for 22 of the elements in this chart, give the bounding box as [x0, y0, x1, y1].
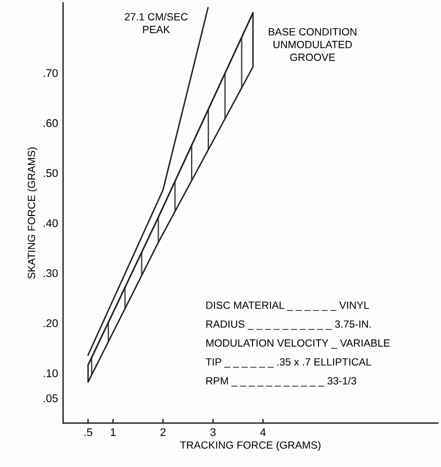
y-tick-label: .05: [44, 394, 58, 402]
annotation: RPM _ _ _ _ _ _ _ _ _ _ _ 33-1/3: [206, 376, 356, 386]
y-tick-label: .70: [44, 69, 58, 77]
x-tick-label: 2: [160, 428, 166, 436]
y-tick-label: .10: [44, 369, 58, 378]
x-tick-label: 1: [110, 428, 116, 436]
y-tick-label: .40: [44, 219, 58, 228]
y-axis-title: SKATING FORCE (GRAMS): [27, 147, 38, 279]
y-tick-label: .20: [44, 319, 58, 328]
series-label: BASE CONDITION UNMODULATED GROOVE: [268, 28, 356, 61]
y-tick-label: .60: [44, 119, 58, 128]
annotation: MODULATION VELOCITY _ VARIABLE: [206, 339, 390, 349]
x-tick-label: 4: [260, 428, 266, 436]
series-label: 27.1 CM/SEC PEAK: [124, 12, 188, 34]
y-tick-label: .30: [44, 269, 58, 278]
annotation: TIP _ _ _ _ _ _ .35 x .7 ELLIPTICAL: [206, 358, 372, 368]
x-axis-title: TRACKING FORCE (GRAMS): [180, 441, 320, 451]
x-tick-label: 3: [210, 428, 216, 436]
annotation: DISC MATERIAL _ _ _ _ _ _ VINYL: [206, 301, 369, 311]
x-tick-label: .5: [84, 428, 92, 436]
annotation: RADIUS _ _ _ _ _ _ _ _ _ _ 3.75-IN.: [206, 320, 371, 330]
y-tick-label: .50: [44, 169, 58, 178]
